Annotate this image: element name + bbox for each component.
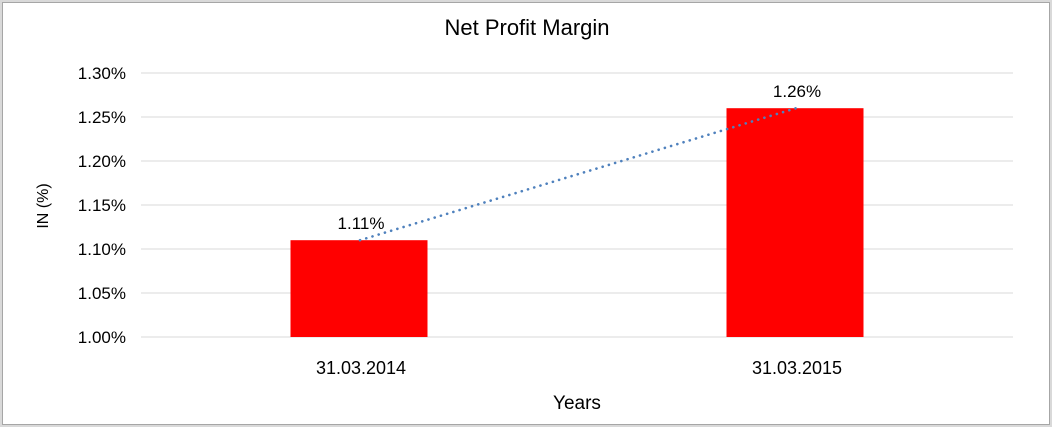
- y-tick-label: 1.10%: [78, 240, 126, 259]
- x-axis-title: Years: [553, 393, 601, 414]
- trendline: [358, 106, 798, 242]
- x-tick-label: 31.03.2015: [752, 358, 842, 378]
- y-tick-label: 1.30%: [78, 64, 126, 83]
- y-tick-label: 1.15%: [78, 196, 126, 215]
- data-label: 1.11%: [338, 214, 385, 233]
- y-tick-label: 1.25%: [78, 108, 126, 127]
- bar: [726, 108, 864, 337]
- y-axis-title: IN (%): [35, 183, 52, 229]
- x-tick-label: 31.03.2014: [316, 358, 406, 378]
- y-tick-label: 1.00%: [78, 328, 126, 347]
- bar: [290, 240, 428, 337]
- y-tick-label: 1.05%: [78, 284, 126, 303]
- data-label: 1.26%: [773, 82, 821, 101]
- chart-title: Net Profit Margin: [444, 15, 610, 40]
- y-tick-label: 1.20%: [78, 152, 126, 171]
